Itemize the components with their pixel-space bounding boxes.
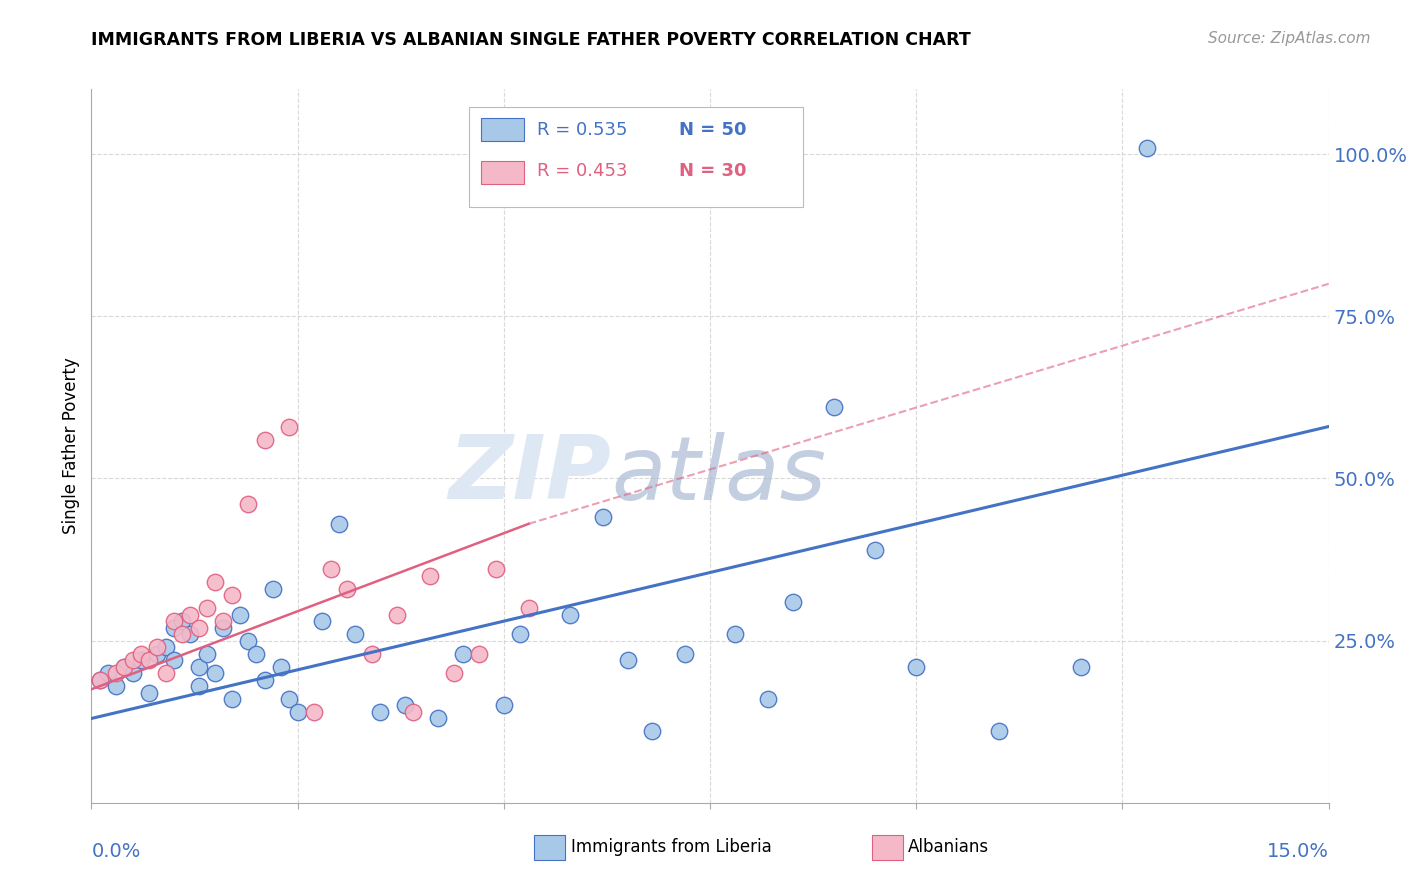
Text: IMMIGRANTS FROM LIBERIA VS ALBANIAN SINGLE FATHER POVERTY CORRELATION CHART: IMMIGRANTS FROM LIBERIA VS ALBANIAN SING… [91, 31, 972, 49]
Point [616, 653, 638, 667]
Point [302, 705, 325, 719]
Point [112, 659, 135, 673]
Bar [481, 119, 524, 141]
Point [987, 724, 1010, 739]
Point [368, 705, 391, 719]
Point [179, 627, 201, 641]
Point [468, 647, 491, 661]
Point [187, 679, 209, 693]
Point [517, 601, 540, 615]
Text: R = 0.453: R = 0.453 [537, 162, 627, 180]
Point [187, 621, 209, 635]
Point [179, 607, 201, 622]
Point [172, 614, 194, 628]
Point [426, 711, 449, 725]
Point [187, 659, 209, 673]
Point [163, 653, 186, 667]
Y-axis label: Single Father Poverty: Single Father Poverty [62, 358, 80, 534]
Point [89, 673, 111, 687]
Point [402, 705, 425, 719]
Point [509, 627, 531, 641]
Point [212, 621, 235, 635]
Point [641, 724, 664, 739]
Point [419, 568, 441, 582]
Point [221, 588, 243, 602]
Point [336, 582, 359, 596]
Point [782, 595, 804, 609]
Point [262, 582, 284, 596]
Point [863, 542, 886, 557]
Point [724, 627, 747, 641]
Point [195, 647, 218, 661]
Point [221, 692, 243, 706]
Point [121, 653, 143, 667]
Point [212, 614, 235, 628]
Point [172, 627, 194, 641]
Text: ZIP: ZIP [449, 431, 612, 518]
Point [592, 510, 614, 524]
Point [344, 627, 367, 641]
Point [823, 400, 845, 414]
FancyBboxPatch shape [468, 107, 803, 207]
Point [163, 614, 186, 628]
Point [492, 698, 515, 713]
Point [756, 692, 779, 706]
Point [245, 647, 267, 661]
Point [905, 659, 928, 673]
Point [105, 666, 128, 681]
Point [129, 647, 152, 661]
Point [236, 633, 259, 648]
Point [163, 621, 186, 635]
Point [89, 673, 111, 687]
Point [394, 698, 416, 713]
Point [253, 673, 276, 687]
Point [253, 433, 276, 447]
Text: Immigrants from Liberia: Immigrants from Liberia [571, 838, 772, 856]
Point [1070, 659, 1092, 673]
Point [121, 666, 143, 681]
Point [278, 692, 301, 706]
Point [451, 647, 474, 661]
Text: N = 50: N = 50 [679, 121, 747, 139]
Point [155, 666, 177, 681]
Point [443, 666, 465, 681]
Point [195, 601, 218, 615]
Point [278, 419, 301, 434]
Point [328, 516, 350, 531]
Point [1136, 140, 1159, 154]
Point [204, 575, 226, 590]
Bar [481, 161, 524, 184]
Point [97, 666, 120, 681]
Point [236, 497, 259, 511]
Text: Source: ZipAtlas.com: Source: ZipAtlas.com [1208, 31, 1371, 46]
Point [287, 705, 309, 719]
Point [484, 562, 506, 576]
Text: N = 30: N = 30 [679, 162, 747, 180]
Point [105, 679, 128, 693]
Point [138, 653, 160, 667]
Point [112, 659, 135, 673]
Text: atlas: atlas [612, 432, 825, 517]
Text: 15.0%: 15.0% [1267, 842, 1329, 861]
Text: Albanians: Albanians [908, 838, 990, 856]
Point [385, 607, 408, 622]
Point [146, 640, 169, 654]
Point [558, 607, 581, 622]
Point [270, 659, 292, 673]
Text: 0.0%: 0.0% [91, 842, 141, 861]
Point [311, 614, 333, 628]
Point [129, 653, 152, 667]
Point [673, 647, 696, 661]
Point [138, 685, 160, 699]
Point [319, 562, 342, 576]
Text: R = 0.535: R = 0.535 [537, 121, 627, 139]
Point [229, 607, 252, 622]
Point [204, 666, 226, 681]
Point [146, 647, 169, 661]
Point [360, 647, 382, 661]
Point [155, 640, 177, 654]
